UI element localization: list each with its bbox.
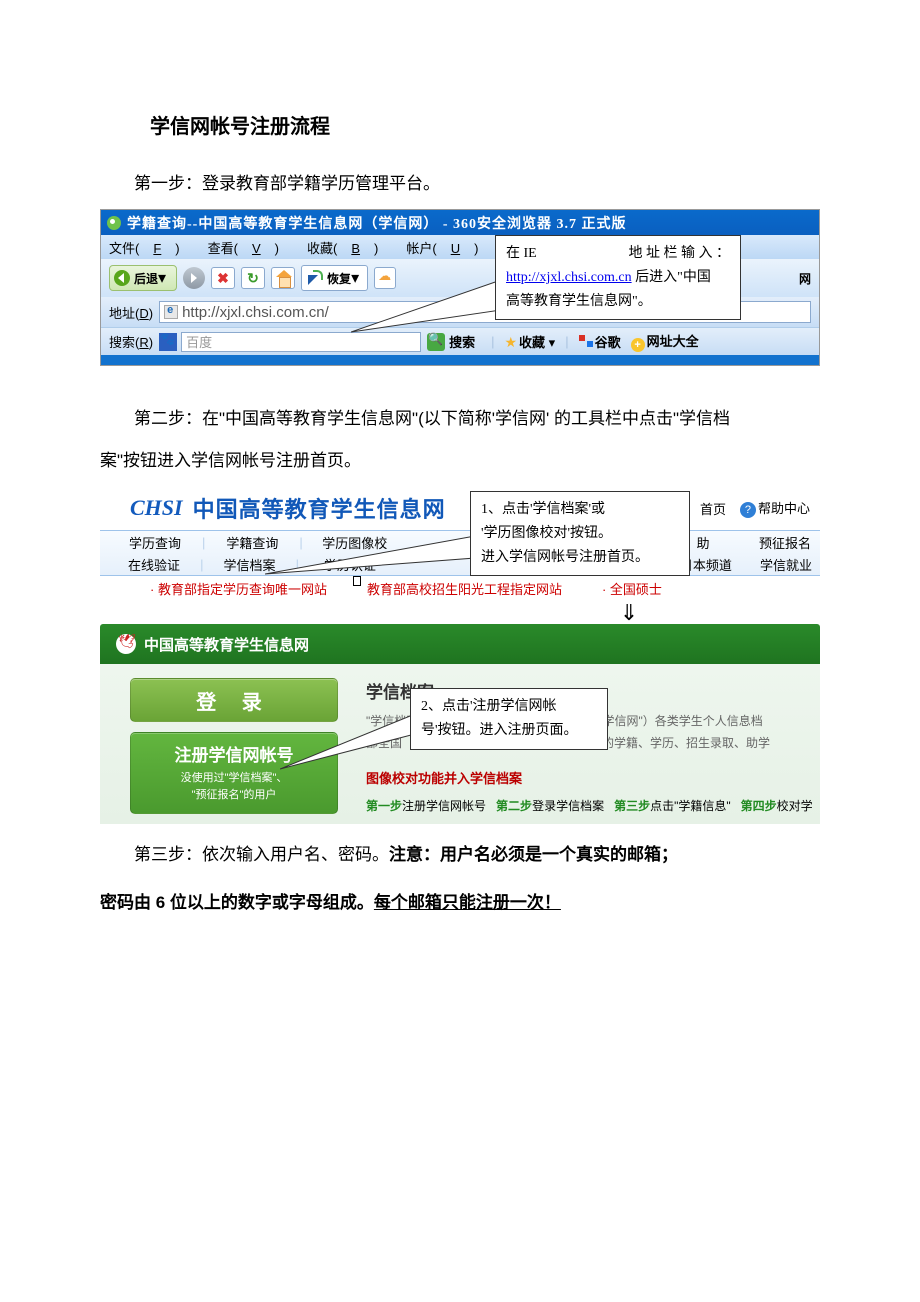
callout1-text: 在 IE (506, 242, 537, 266)
register-subtitle: 没使用过"学信档案"、"预征报名"的用户 (131, 770, 337, 803)
greenbar-title: 中国高等教育学生信息网 (144, 634, 309, 655)
back-arrow-icon (114, 270, 130, 286)
step2-text-b: 案"按钮进入学信网帐号注册首页。 (100, 444, 820, 478)
menu-account[interactable]: 帐户(U) (406, 238, 492, 257)
restore-icon (306, 269, 324, 287)
callout1-text: 后进入"中国 (632, 270, 711, 285)
browser-title: 学籍查询--中国高等教育学生信息网（学信网） - 360安全浏览器 3.7 正式… (127, 213, 627, 233)
callout2-pointer (265, 536, 485, 586)
address-label: 地址(D) (109, 303, 153, 322)
forward-button[interactable] (183, 267, 205, 289)
callout-box-1: 在 IE地 址 栏 输 入 ： http://xjxl.chsi.com.cn … (495, 235, 741, 320)
step3-line1: 第三步：依次输入用户名、密码。注意：用户名必须是一个真实的邮箱； (100, 838, 820, 872)
menu-fav[interactable]: 收藏(B) (307, 238, 392, 257)
restore-label: 恢复 (327, 270, 351, 287)
menu-view[interactable]: 查看(V) (208, 238, 293, 257)
back-button[interactable]: 后退 ▾ (109, 265, 177, 291)
nav-item[interactable]: 在线验证 (120, 555, 188, 574)
favorites-link[interactable]: ★收藏 ▾ (504, 332, 555, 351)
red-subtitle: 图像校对功能并入学信档案 (366, 768, 820, 787)
step2-text-a: 第二步：在"中国高等教育学生信息网"(以下简称'学信网' 的工具栏中点击"学信档 (100, 402, 820, 436)
callout2-text: '学历图像校对'按钮。 (481, 522, 679, 546)
greenbar: 中国高等教育学生信息网 (100, 624, 820, 664)
callout1-pointer (351, 280, 511, 340)
step3-line2: 密码由 6 位以上的数字或字母组成。每个邮箱只能注册一次！ (100, 886, 820, 920)
callout3-pointer (280, 714, 420, 774)
down-arrow-icon: ⇓ (438, 604, 820, 622)
steps-row: 第一步注册学信网帐号 第二步登录学信档案 第三步点击"学籍信息" 第四步校对学 (366, 797, 820, 814)
help-link[interactable]: ?帮助中心 (740, 498, 810, 518)
callout1-link[interactable]: http://xjxl.chsi.com.cn (506, 270, 632, 285)
refresh-button[interactable]: ↻ (241, 267, 265, 289)
callout1-text: 地 址 栏 输 入 ： (629, 242, 731, 266)
separator: | (565, 334, 568, 349)
nav-item[interactable]: 学历查询 (120, 533, 190, 552)
step1-text: 第一步：登录教育部学籍学历管理平台。 (100, 167, 820, 201)
browser-tabstrip (101, 355, 819, 365)
page-icon (164, 305, 178, 319)
home-button[interactable] (271, 267, 295, 289)
chsi-logo: CHSI (130, 495, 183, 521)
menu-file[interactable]: 文件(F) (109, 238, 194, 257)
back-label: 后退 (134, 270, 158, 287)
nav-item[interactable]: 学信就业 (752, 555, 820, 574)
stop-icon: ✖ (217, 270, 229, 287)
google-link[interactable]: 谷歌 (579, 332, 621, 351)
netall-link[interactable]: +网址大全 (631, 331, 699, 352)
callout-box-3: 2、点击'注册学信网帐 号'按钮。进入注册页面。 (410, 688, 608, 750)
callout1-text: 高等教育学生信息网"。 (506, 290, 730, 314)
baidu-icon (159, 333, 177, 351)
help-icon: ? (740, 502, 756, 518)
doc-title: 学信网帐号注册流程 (150, 110, 820, 139)
net-label: 网 (799, 270, 811, 287)
home-link[interactable]: 首页 (700, 499, 726, 518)
browser-titlebar: 学籍查询--中国高等教育学生信息网（学信网） - 360安全浏览器 3.7 正式… (101, 210, 819, 235)
browser-screenshot: 学籍查询--中国高等教育学生信息网（学信网） - 360安全浏览器 3.7 正式… (100, 209, 820, 366)
callout2-text: 进入学信网帐号注册首页。 (481, 546, 679, 570)
globe-icon (107, 216, 121, 230)
callout3-text: 2、点击'注册学信网帐 (421, 695, 597, 719)
refresh-icon: ↻ (247, 270, 259, 287)
chsi-title: 中国高等教育学生信息网 (193, 492, 446, 524)
callout-box-2: 1、点击'学信档案'或 '学历图像校对'按钮。 进入学信网帐号注册首页。 (470, 491, 690, 576)
chsi-screenshot: CHSI 中国高等教育学生信息网 首页 ?帮助中心 学历查询| 学籍查询| 学历… (100, 486, 820, 824)
google-icon (579, 335, 593, 349)
callout2-text: 1、点击'学信档案'或 (481, 498, 679, 522)
nav-item[interactable]: 预征报名 (750, 533, 820, 552)
search-label: 搜索(R) (109, 332, 153, 351)
plus-icon: + (631, 338, 645, 352)
callout3-text: 号'按钮。进入注册页面。 (421, 719, 597, 743)
stop-button[interactable]: ✖ (211, 267, 235, 289)
greenbar-icon (116, 634, 136, 654)
chsi-header: CHSI 中国高等教育学生信息网 首页 ?帮助中心 (100, 486, 820, 530)
address-url: http://xjxl.chsi.com.cn/ (182, 304, 329, 321)
red-notice: · 全国硕士 (602, 579, 662, 598)
